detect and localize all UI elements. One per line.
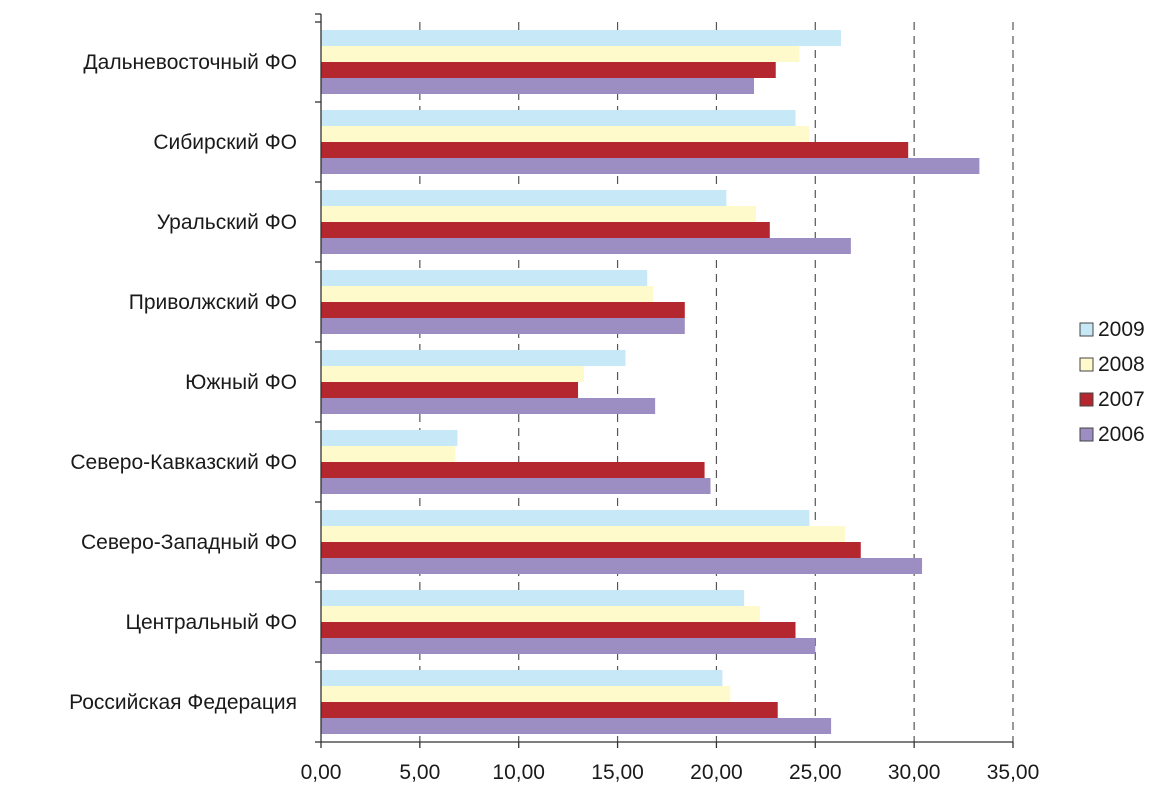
bar-2007 bbox=[321, 622, 796, 638]
bar-2007 bbox=[321, 542, 861, 558]
bar-2008 bbox=[321, 366, 584, 382]
bar-2006 bbox=[321, 158, 980, 174]
legend-swatch-2009 bbox=[1079, 322, 1094, 337]
bar-2007 bbox=[321, 302, 685, 318]
bar-2009 bbox=[321, 590, 745, 606]
bar-2006 bbox=[321, 318, 685, 334]
bar-2007 bbox=[321, 142, 909, 158]
bar-2008 bbox=[321, 206, 756, 222]
bar-2006 bbox=[321, 238, 851, 254]
x-tick-label: 0,00 bbox=[301, 761, 342, 784]
bar-2007 bbox=[321, 222, 770, 238]
legend-swatch-2007 bbox=[1079, 392, 1094, 407]
bar-2007 bbox=[321, 702, 778, 718]
category-label: Сибирский ФО bbox=[153, 131, 297, 154]
legend-swatch-2008 bbox=[1079, 357, 1094, 372]
bar-2008 bbox=[321, 606, 760, 622]
x-tick-label: 5,00 bbox=[399, 761, 440, 784]
bar-2006 bbox=[321, 398, 656, 414]
bar-2009 bbox=[321, 510, 810, 526]
bar-2008 bbox=[321, 286, 654, 302]
category-label: Северо-Кавказский ФО bbox=[70, 451, 297, 474]
category-label: Южный ФО bbox=[185, 371, 297, 394]
bar-2006 bbox=[321, 638, 816, 654]
x-tick-label: 25,00 bbox=[789, 761, 842, 784]
bar-2006 bbox=[321, 78, 754, 94]
legend-label: 2009 bbox=[1098, 318, 1145, 341]
bar-2007 bbox=[321, 62, 776, 78]
category-label: Приволжский ФО bbox=[129, 291, 297, 314]
bar-2009 bbox=[321, 670, 723, 686]
bar-2009 bbox=[321, 110, 796, 126]
bar-2009 bbox=[321, 430, 458, 446]
bar-2006 bbox=[321, 478, 711, 494]
bar-2009 bbox=[321, 350, 626, 366]
bar-2007 bbox=[321, 462, 705, 478]
x-tick-label: 30,00 bbox=[888, 761, 941, 784]
category-label: Российская Федерация bbox=[69, 691, 297, 714]
x-tick-label: 35,00 bbox=[987, 761, 1040, 784]
category-label: Дальневосточный ФО bbox=[83, 51, 297, 74]
bar-2006 bbox=[321, 718, 832, 734]
bar-2009 bbox=[321, 190, 727, 206]
x-tick-label: 15,00 bbox=[591, 761, 644, 784]
bar-2008 bbox=[321, 126, 810, 142]
bar-2008 bbox=[321, 446, 456, 462]
x-tick-label: 10,00 bbox=[492, 761, 545, 784]
bar-2007 bbox=[321, 382, 579, 398]
legend-label: 2007 bbox=[1098, 388, 1145, 411]
bar-2008 bbox=[321, 526, 845, 542]
x-tick-label: 20,00 bbox=[690, 761, 743, 784]
category-label: Северо-Западный ФО bbox=[81, 531, 297, 554]
bar-2009 bbox=[321, 270, 648, 286]
legend-label: 2008 bbox=[1098, 353, 1145, 376]
legend-swatch-2006 bbox=[1079, 427, 1094, 442]
bar-2008 bbox=[321, 686, 731, 702]
legend-label: 2006 bbox=[1098, 423, 1145, 446]
bar-2006 bbox=[321, 558, 923, 574]
bar-2009 bbox=[321, 30, 841, 46]
category-label: Уральский ФО bbox=[157, 211, 297, 234]
category-label: Центральный ФО bbox=[125, 611, 297, 634]
bar-2008 bbox=[321, 46, 800, 62]
